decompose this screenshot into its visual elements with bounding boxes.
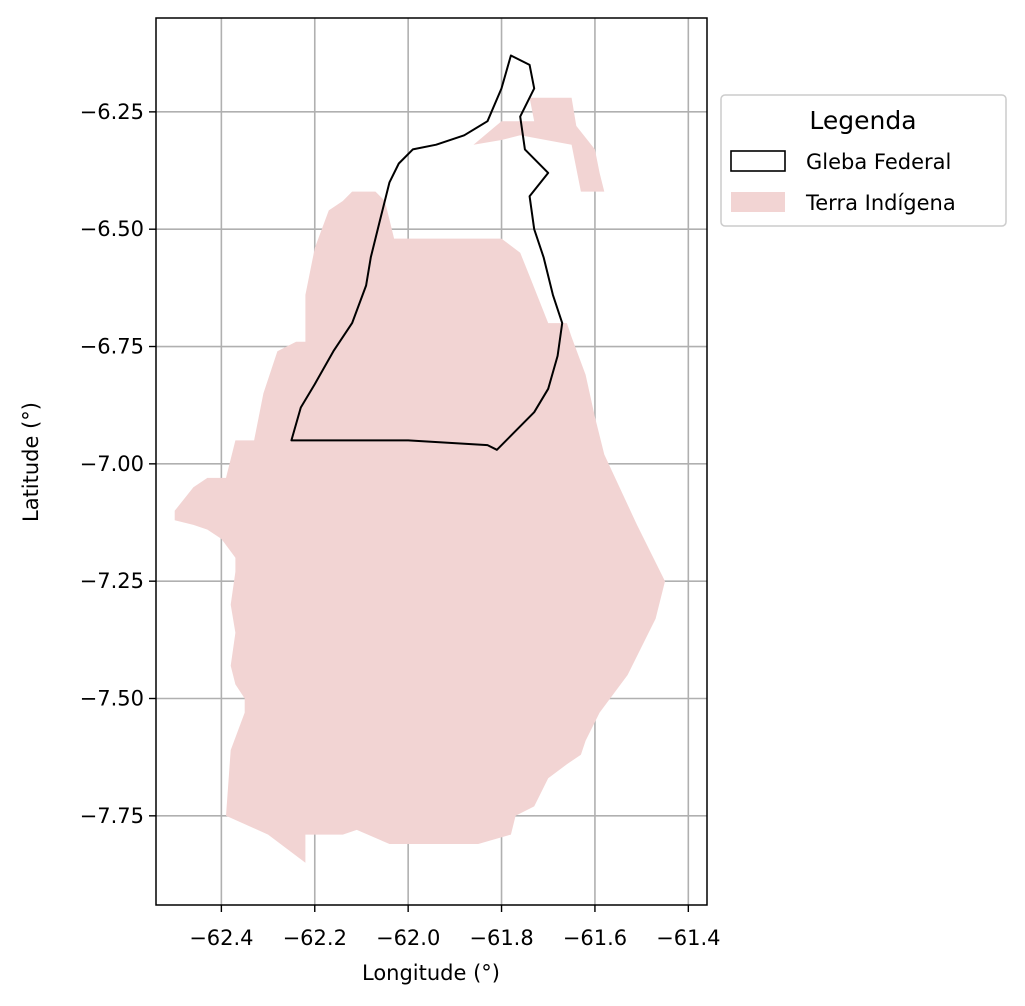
x-axis-title: Longitude (°) bbox=[362, 961, 500, 985]
legend-title: Legenda bbox=[809, 106, 916, 135]
terra-indigena-polygon bbox=[473, 97, 605, 192]
legend-frame bbox=[720, 94, 1007, 227]
legend-label-gleba-federal: Gleba Federal bbox=[806, 150, 951, 174]
y-tick-label: −6.50 bbox=[80, 217, 144, 241]
x-tick-label: −61.6 bbox=[563, 926, 627, 950]
y-tick-label: −6.25 bbox=[80, 100, 144, 124]
x-tick-label: −62.4 bbox=[189, 926, 253, 950]
terra-indigena-polygon bbox=[174, 191, 665, 863]
y-tick-label: −6.75 bbox=[80, 335, 144, 359]
map-layers bbox=[174, 54, 665, 863]
x-tick-label: −62.2 bbox=[283, 926, 347, 950]
legend-swatch-terra-indigena bbox=[731, 192, 785, 212]
legend-swatch-gleba-federal bbox=[730, 150, 786, 172]
plot-frame bbox=[155, 17, 708, 906]
gleba-federal-polygon bbox=[290, 54, 564, 451]
axis-ticks: −62.4 −62.2 −62.0 −61.8 −61.6 −61.4 −6.25 −6.50… bbox=[80, 100, 721, 950]
y-axis-title: Latitude (°) bbox=[19, 402, 43, 522]
y-tick-label: −7.50 bbox=[80, 687, 144, 711]
x-tick-label: −61.8 bbox=[469, 926, 533, 950]
y-tick-label: −7.75 bbox=[80, 804, 144, 828]
y-tick-label: −7.00 bbox=[80, 452, 144, 476]
x-tick-label: −62.0 bbox=[376, 926, 440, 950]
x-tick-label: −61.4 bbox=[656, 926, 720, 950]
y-tick-label: −7.25 bbox=[80, 569, 144, 593]
legend: Legenda Gleba Federal Terra Indígena bbox=[720, 94, 1007, 227]
legend-label-terra-indigena: Terra Indígena bbox=[805, 191, 956, 215]
